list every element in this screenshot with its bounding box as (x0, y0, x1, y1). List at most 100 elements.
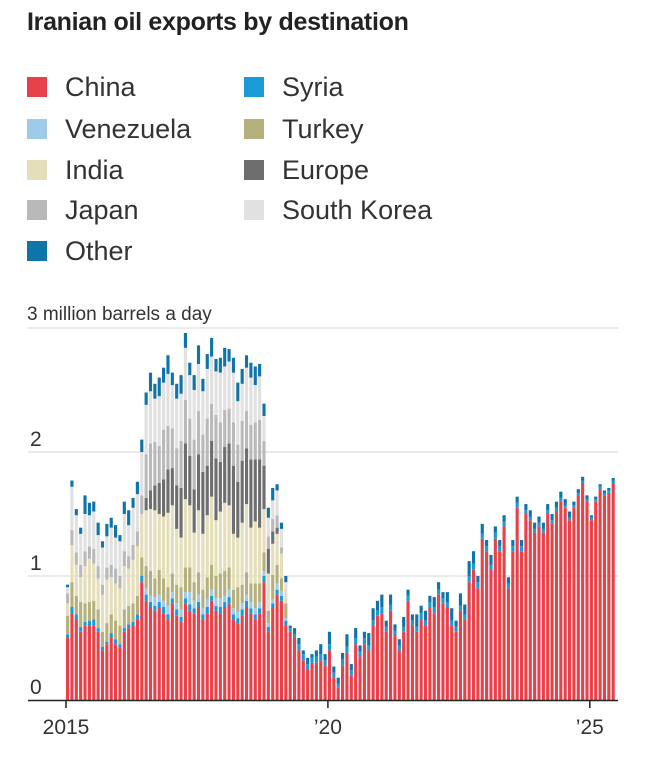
bar-china-99 (498, 551, 502, 700)
gridlines (28, 327, 618, 577)
x-tick-label-2025: ’25 (576, 716, 604, 739)
bar-other-105 (524, 504, 528, 511)
bar-india-26 (179, 537, 183, 588)
bar-europe-48 (275, 527, 279, 534)
bar-syria-90 (458, 605, 462, 611)
bar-japan-31 (201, 434, 205, 472)
bar-south-korea-8 (100, 547, 105, 585)
bar-other-120 (589, 515, 593, 518)
bar-syria-6 (92, 619, 96, 626)
bar-other-119 (585, 495, 589, 500)
bar-venezuela-45 (262, 571, 266, 576)
bar-other-84 (432, 597, 436, 607)
bar-china-57 (314, 662, 318, 700)
bar-other-80 (415, 614, 419, 627)
bar-other-55 (306, 657, 310, 665)
bar-south-korea-18 (144, 404, 148, 455)
bar-turkey-25 (175, 584, 179, 604)
bar-syria-115 (567, 517, 572, 521)
bar-china-87 (445, 607, 449, 700)
bar-other-4 (83, 495, 87, 514)
bar-syria-23 (166, 614, 170, 620)
bar-china-12 (118, 647, 122, 700)
bar-turkey-29 (192, 582, 196, 601)
bar-south-korea-24 (170, 385, 174, 429)
bar-other-7 (96, 522, 100, 536)
y-axis-unit-label: 3 million barrels a day (27, 304, 212, 325)
bar-turkey-28 (188, 567, 192, 593)
bar-turkey-19 (148, 571, 153, 596)
bar-other-56 (310, 654, 314, 658)
legend-label-europe: Europe (282, 154, 370, 185)
bar-europe-46 (266, 548, 270, 574)
bar-china-75 (393, 635, 397, 700)
bar-europe-38 (231, 465, 236, 534)
bar-syria-122 (598, 486, 602, 490)
bar-china-64 (345, 652, 349, 700)
bar-europe-39 (236, 481, 240, 538)
bar-syria-18 (144, 594, 148, 601)
bar-other-31 (201, 378, 205, 392)
bar-turkey-2 (74, 595, 78, 615)
bar-india-1 (70, 545, 74, 583)
bar-japan-20 (153, 442, 157, 486)
bar-china-3 (79, 631, 83, 700)
bar-china-107 (533, 532, 537, 700)
bar-india-10 (109, 577, 113, 615)
bar-venezuela-43 (253, 608, 257, 615)
bar-china-18 (144, 600, 148, 700)
bar-japan-17 (140, 495, 144, 514)
bar-syria-85 (437, 589, 441, 595)
bar-other-26 (179, 375, 183, 394)
x-tick-label-2015: 2015 (43, 716, 90, 739)
bar-syria-33 (210, 595, 214, 601)
bar-other-93 (471, 551, 476, 564)
bar-syria-120 (589, 517, 593, 521)
bar-india-11 (114, 583, 118, 621)
bar-china-119 (585, 501, 589, 700)
bar-venezuela-39 (236, 611, 240, 619)
legend-swatch-europe (244, 160, 264, 180)
bar-china-2 (74, 619, 78, 700)
bar-syria-96 (485, 546, 489, 552)
bar-syria-117 (576, 492, 580, 496)
bar-syria-93 (471, 563, 476, 570)
bar-south-korea-10 (109, 527, 113, 565)
bar-other-46 (266, 507, 270, 518)
bar-venezuela-20 (153, 597, 157, 606)
legend-item-japan: Japan (27, 195, 139, 225)
bar-europe-44 (258, 459, 262, 528)
bar-turkey-20 (153, 578, 157, 598)
bar-syria-125 (611, 480, 615, 483)
bar-china-94 (476, 588, 480, 700)
bar-india-25 (175, 528, 179, 585)
bar-other-122 (598, 484, 602, 487)
bar-south-korea-40 (240, 383, 244, 421)
bar-china-14 (127, 628, 131, 700)
bar-south-korea-12 (118, 541, 122, 576)
bar-europe-22 (162, 479, 166, 517)
bar-china-58 (319, 660, 323, 700)
legend-swatch-turkey (244, 119, 264, 139)
bar-japan-5 (87, 546, 91, 559)
bar-china-89 (454, 631, 458, 700)
bar-china-8 (100, 650, 105, 700)
bar-china-7 (96, 631, 100, 700)
bar-europe-29 (192, 489, 196, 533)
bar-turkey-12 (118, 625, 122, 645)
bar-venezuela-19 (148, 595, 153, 603)
bar-syria-84 (432, 607, 436, 614)
bar-south-korea-38 (231, 372, 236, 423)
bar-india-34 (214, 520, 218, 576)
bar-turkey-8 (100, 631, 105, 647)
bar-india-23 (166, 512, 170, 588)
bar-china-82 (423, 625, 428, 700)
bar-turkey-11 (114, 620, 118, 640)
bar-syria-15 (131, 621, 135, 626)
bar-syria-98 (493, 532, 497, 539)
bar-china-96 (485, 551, 489, 700)
bar-other-49 (279, 522, 284, 529)
bar-venezuela-33 (210, 589, 214, 596)
bar-turkey-6 (92, 600, 96, 620)
bar-syria-83 (428, 602, 432, 607)
